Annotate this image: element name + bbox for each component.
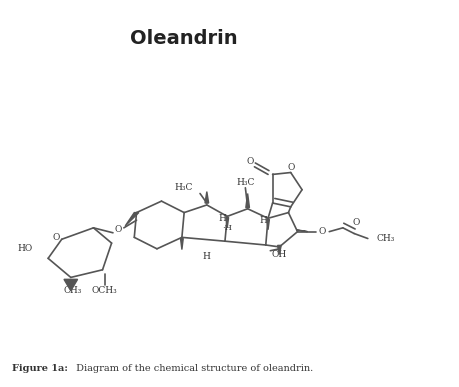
Polygon shape [296,230,308,232]
Text: HO: HO [17,244,32,253]
Text: H: H [260,216,268,225]
Polygon shape [125,212,139,226]
Text: O: O [353,217,360,227]
Text: O: O [287,163,294,173]
Polygon shape [64,279,78,291]
Text: Figure 1a:: Figure 1a: [12,364,68,373]
Polygon shape [205,192,209,203]
Text: H: H [203,252,211,261]
Text: CH₃: CH₃ [377,234,395,243]
Text: O: O [319,227,326,236]
Text: CH₃: CH₃ [64,286,82,295]
Text: OCH₃: OCH₃ [92,286,118,295]
Text: O: O [246,157,253,166]
Text: Diagram of the chemical structure of oleandrin.: Diagram of the chemical structure of ole… [73,364,313,373]
Polygon shape [267,219,269,230]
Text: OH: OH [271,250,286,259]
Polygon shape [278,245,281,255]
Text: H₃C: H₃C [236,178,255,187]
Polygon shape [226,217,229,228]
Polygon shape [180,238,183,250]
Text: H: H [219,214,227,223]
Text: ·H: ·H [223,224,233,232]
Polygon shape [246,194,249,207]
Text: H₃C: H₃C [175,183,193,192]
Text: O: O [115,225,122,234]
Text: O: O [53,233,60,242]
Text: Oleandrin: Oleandrin [130,29,237,48]
